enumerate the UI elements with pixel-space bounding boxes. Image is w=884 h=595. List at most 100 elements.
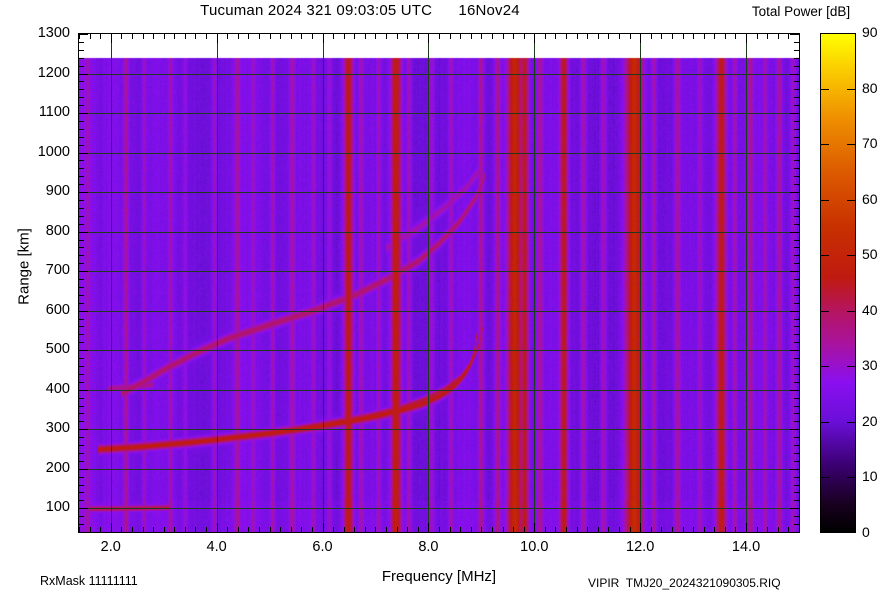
- y-tick: [794, 453, 799, 454]
- y-tick: [79, 145, 84, 146]
- y-tick: [79, 160, 84, 161]
- y-tick: [794, 50, 799, 51]
- x-tick: [566, 527, 567, 532]
- x-tick: [132, 34, 133, 39]
- colorbar-tick-right: [847, 366, 855, 367]
- x-tick: [534, 34, 535, 43]
- x-tick: [735, 34, 736, 39]
- x-tick: [344, 34, 345, 39]
- y-tick: [794, 105, 799, 106]
- x-tick: [217, 523, 218, 532]
- y-tick: [790, 271, 799, 272]
- y-tick: [794, 437, 799, 438]
- y-tick: [79, 66, 84, 67]
- x-tick: [672, 527, 673, 532]
- y-tick: [79, 192, 88, 193]
- colorbar-tick-left: [821, 89, 829, 90]
- y-tick: [794, 200, 799, 201]
- x-tick: [259, 34, 260, 39]
- x-tick: [238, 527, 239, 532]
- y-tick: [79, 477, 84, 478]
- colorbar[interactable]: [820, 33, 856, 533]
- y-tick-label-2: 300: [45, 420, 70, 437]
- y-tick: [79, 429, 88, 430]
- x-tick: [503, 527, 504, 532]
- colorbar-tick-label-9: 90: [862, 24, 878, 40]
- x-tick: [164, 34, 165, 39]
- x-tick: [619, 34, 620, 39]
- x-tick: [90, 527, 91, 532]
- x-tick: [248, 527, 249, 532]
- colorbar-tick-label-7: 70: [862, 135, 878, 152]
- y-tick: [790, 390, 799, 391]
- y-tick-label-1: 200: [45, 459, 70, 476]
- gridline-horizontal-9: [79, 153, 799, 154]
- y-tick: [79, 374, 84, 375]
- gridline-vertical-4: [534, 34, 535, 532]
- y-tick: [794, 358, 799, 359]
- gridline-horizontal-11: [79, 74, 799, 75]
- y-tick: [79, 271, 88, 272]
- x-tick: [566, 34, 567, 39]
- y-tick: [794, 398, 799, 399]
- colorbar-tick-left: [821, 477, 829, 478]
- x-tick: [778, 527, 779, 532]
- colorbar-title: Total Power [dB]: [751, 4, 851, 19]
- y-tick: [79, 216, 84, 217]
- y-tick: [79, 287, 84, 288]
- ionogram-heatmap: [79, 34, 799, 532]
- x-tick: [746, 34, 747, 43]
- x-tick: [206, 34, 207, 39]
- vipir-file-label: VIPIR TMJ20_2024321090305.RIQ: [588, 576, 781, 590]
- y-tick: [790, 311, 799, 312]
- y-tick: [79, 445, 84, 446]
- x-tick: [195, 527, 196, 532]
- x-tick: [767, 527, 768, 532]
- colorbar-tick-left: [821, 311, 829, 312]
- x-tick: [79, 527, 80, 532]
- x-tick-label-5: 12.0: [626, 539, 655, 555]
- x-tick: [513, 34, 514, 39]
- colorbar-tick-right: [847, 255, 855, 256]
- x-tick: [407, 527, 408, 532]
- y-tick: [794, 485, 799, 486]
- y-tick-label-7: 800: [45, 222, 70, 239]
- y-tick: [794, 255, 799, 256]
- y-tick: [794, 184, 799, 185]
- x-tick: [450, 34, 451, 39]
- x-tick-label-2: 6.0: [312, 539, 333, 555]
- y-tick: [794, 208, 799, 209]
- y-tick-label-3: 400: [45, 380, 70, 397]
- x-tick: [799, 34, 800, 39]
- y-tick: [794, 160, 799, 161]
- x-tick: [693, 527, 694, 532]
- colorbar-tick-label-8: 80: [862, 79, 878, 96]
- y-tick: [790, 469, 799, 470]
- x-tick: [545, 527, 546, 532]
- x-tick-label-1: 4.0: [206, 539, 227, 555]
- y-tick: [790, 508, 799, 509]
- x-tick: [555, 527, 556, 532]
- y-tick: [79, 453, 84, 454]
- gridline-horizontal-8: [79, 192, 799, 193]
- y-tick: [79, 81, 84, 82]
- x-tick: [757, 34, 758, 39]
- x-tick: [767, 34, 768, 39]
- y-tick: [794, 66, 799, 67]
- x-tick: [640, 34, 641, 43]
- x-tick: [471, 527, 472, 532]
- x-tick: [312, 527, 313, 532]
- x-tick: [323, 34, 324, 43]
- y-tick: [794, 406, 799, 407]
- x-tick: [471, 34, 472, 39]
- colorbar-tick-right: [847, 144, 855, 145]
- y-tick: [79, 303, 84, 304]
- x-tick: [757, 527, 758, 532]
- x-tick: [121, 527, 122, 532]
- ionogram-plot-area[interactable]: [78, 33, 800, 533]
- y-tick: [79, 524, 84, 525]
- x-tick: [661, 527, 662, 532]
- y-tick: [794, 247, 799, 248]
- y-tick: [794, 121, 799, 122]
